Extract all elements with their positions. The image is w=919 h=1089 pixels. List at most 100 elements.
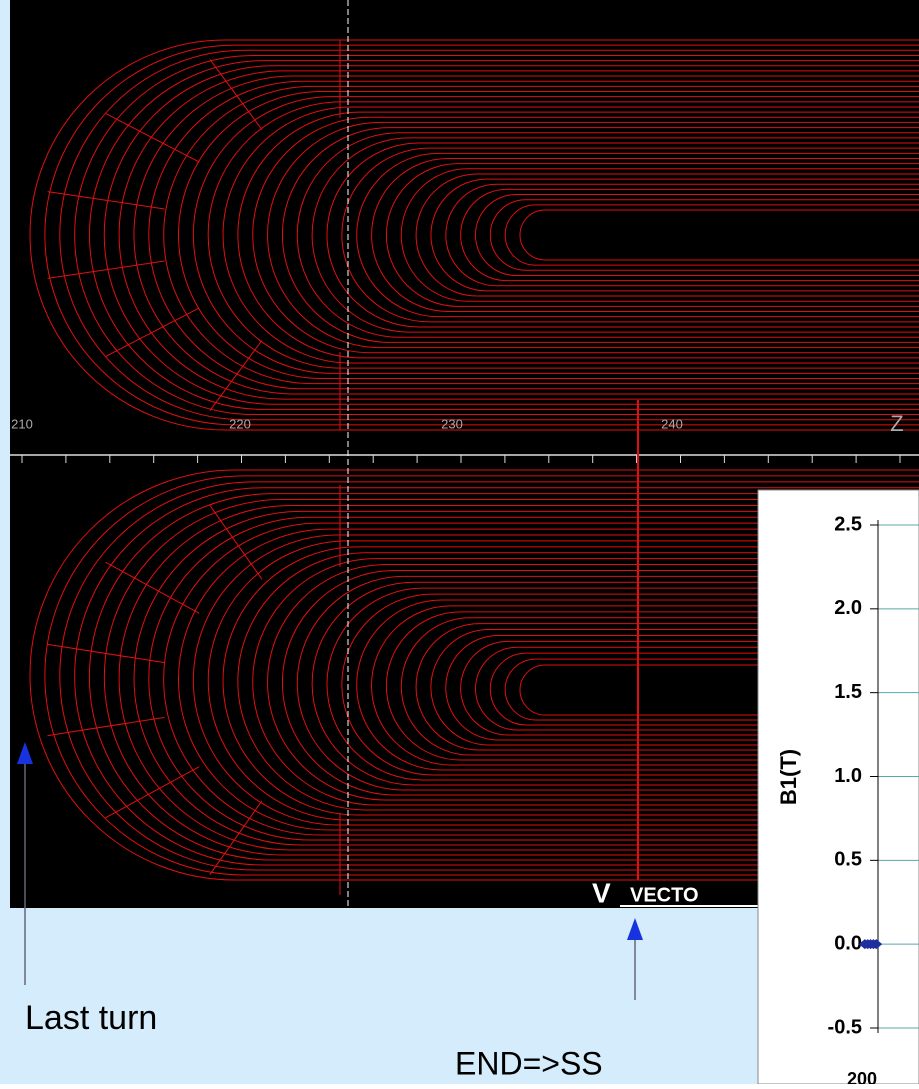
coil-turn — [415, 173, 919, 297]
coil-turn — [341, 147, 919, 323]
coil-turn — [385, 611, 919, 761]
z-tick-label: 240 — [661, 416, 683, 431]
point — [870, 939, 883, 950]
coil-turn — [460, 188, 919, 282]
coil-spoke — [47, 260, 165, 279]
coil-turn — [44, 44, 919, 426]
coil-turn — [178, 91, 919, 379]
coil-turn — [400, 617, 919, 756]
z-tick-label: 210 — [11, 416, 33, 431]
coil-turn — [474, 194, 919, 276]
coil-turn — [252, 558, 919, 806]
z-tick-label: 220 — [229, 416, 251, 431]
coil-turn — [385, 163, 919, 307]
coil-turn — [282, 569, 919, 796]
y-tick-label: 1.0 — [834, 765, 862, 787]
z-axis-label: Z — [890, 411, 903, 436]
coil-turn — [207, 540, 919, 821]
coil-turn — [59, 49, 919, 421]
coil-turn — [178, 528, 919, 831]
coil-turn — [237, 552, 919, 811]
coil-turn — [118, 70, 919, 400]
y-tick-label: 1.5 — [834, 681, 862, 703]
x-tick-label: 200 — [847, 1069, 877, 1084]
coil-turn — [519, 664, 919, 716]
coil-spoke — [47, 191, 165, 210]
coil-turn — [400, 168, 919, 302]
coil-turn — [89, 60, 919, 410]
coil-turn — [519, 209, 919, 261]
logo: VECTO — [630, 884, 699, 906]
coil-spoke — [209, 505, 263, 580]
coil-turn — [74, 54, 919, 416]
coil-turn — [311, 137, 919, 333]
coil-turn — [504, 658, 919, 721]
coil-turn — [59, 481, 919, 871]
logo-mark: V — [592, 877, 611, 908]
coil-turn — [267, 121, 919, 349]
coil-turn — [371, 605, 919, 766]
plot: -0.5 0.0 0.5 1.0 1.5 2.0 2.5 200 — [828, 513, 919, 1089]
coil-turn — [326, 587, 919, 781]
coil-spoke — [105, 766, 200, 819]
coil-turn — [237, 111, 919, 359]
coil-turn — [356, 152, 919, 318]
coil-turn — [103, 65, 919, 405]
coil-turn — [341, 593, 919, 776]
coil-turn — [222, 106, 919, 364]
coil-turn — [445, 183, 919, 287]
coil-turn — [415, 623, 919, 751]
coil-turn — [103, 499, 919, 856]
coil-turn — [163, 85, 919, 385]
coil-turn — [371, 157, 919, 313]
z-tick-label: 230 — [441, 416, 463, 431]
coil-turn — [356, 599, 919, 771]
coil-spoke — [209, 800, 263, 875]
coil-spoke — [105, 307, 200, 358]
coil-turn — [148, 516, 919, 841]
arrow-head — [627, 918, 643, 940]
coil-turn — [281, 127, 919, 343]
coil-spoke — [105, 112, 200, 163]
coil-turn — [29, 39, 919, 431]
coil-turn — [489, 652, 919, 726]
coil-turn — [207, 101, 919, 369]
annotation: Last turn — [25, 999, 157, 1037]
coil-turn — [430, 629, 919, 746]
coil-turn — [29, 469, 919, 881]
coil-turn — [504, 204, 919, 266]
coil-turn — [192, 96, 919, 374]
coil-spoke — [209, 59, 263, 130]
coil-turn — [163, 522, 919, 836]
coil-turn — [475, 646, 919, 731]
coil-turn — [133, 510, 919, 846]
coil-spoke — [209, 340, 263, 411]
coil-turn — [430, 178, 919, 292]
y-tick-label: 0.5 — [834, 849, 862, 871]
z-ticks — [21, 400, 901, 880]
coil-turn — [311, 581, 919, 786]
coil-turn — [148, 80, 919, 390]
annotation: END=>SS — [455, 1045, 603, 1081]
coil-wireframe — [29, 39, 919, 895]
coil-turn — [222, 546, 919, 816]
coil-turn — [44, 475, 919, 876]
coil-turn — [252, 116, 919, 354]
coil-turn — [326, 142, 919, 328]
coil-turn — [192, 534, 919, 826]
coil-turn — [88, 493, 919, 861]
arrow-head — [17, 742, 33, 764]
inset-chart — [757, 489, 919, 1085]
coil-turn — [460, 640, 919, 736]
coil-turn — [267, 564, 919, 801]
coil-turn — [119, 504, 919, 851]
y-tick-label: 0.0 — [834, 932, 862, 954]
coil-spoke — [47, 716, 165, 737]
coil-turn — [133, 75, 919, 395]
coil-turn — [74, 487, 919, 866]
y-tick-label: 2.0 — [834, 597, 862, 619]
coil-turn — [489, 199, 919, 271]
coil-turn — [296, 575, 919, 791]
render-top — [10, 0, 919, 490]
